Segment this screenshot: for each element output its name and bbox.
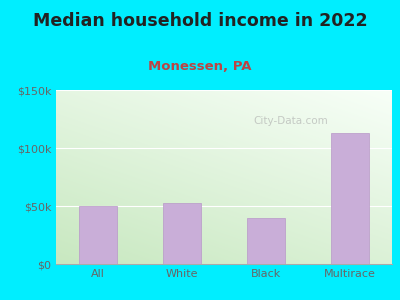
Text: Median household income in 2022: Median household income in 2022	[33, 12, 367, 30]
Text: City-Data.com: City-Data.com	[254, 116, 328, 126]
Bar	[79, 206, 117, 264]
Text: Monessen, PA: Monessen, PA	[148, 60, 252, 73]
Bar	[163, 202, 201, 264]
Bar	[331, 133, 369, 264]
Bar	[247, 218, 285, 264]
